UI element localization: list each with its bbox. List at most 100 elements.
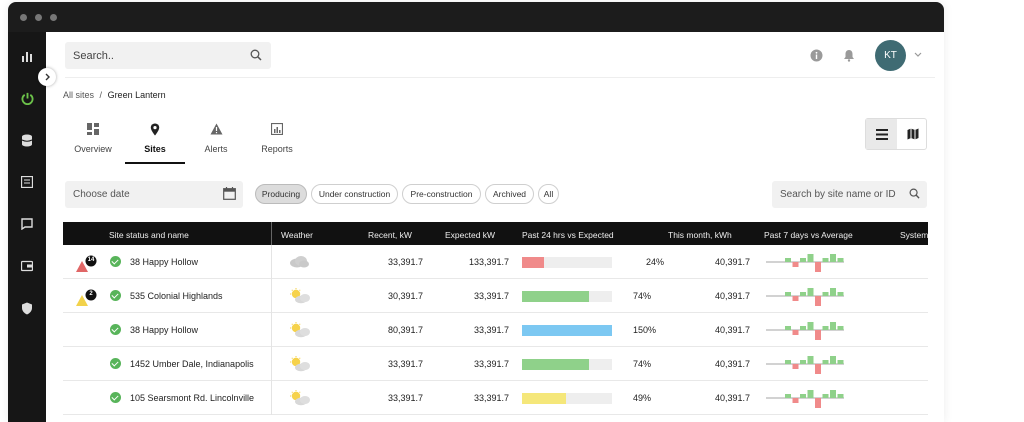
alert-warning-icon[interactable]: 2: [75, 289, 99, 309]
view-toggle: [865, 118, 927, 150]
list-view-button[interactable]: [866, 119, 897, 149]
map-icon: [907, 128, 918, 140]
partly-sunny-weather-icon: [288, 322, 312, 338]
search-icon[interactable]: [909, 188, 920, 202]
filter-chip-producing[interactable]: Producing: [255, 184, 307, 204]
sparkline-down-mark: [815, 364, 821, 374]
tab-reports[interactable]: Reports: [247, 122, 307, 154]
breadcrumb-current: Green Lantern: [107, 90, 166, 100]
partly-sunny-weather-icon: [288, 356, 312, 372]
performance-bar-fill: [522, 393, 566, 404]
sparkline-up-mark: [785, 292, 791, 296]
filter-chip-under-construction[interactable]: Under construction: [311, 184, 398, 204]
breadcrumb-root-link[interactable]: All sites: [63, 90, 95, 100]
chip-label: All: [543, 189, 554, 199]
window-minimize-dot[interactable]: [35, 14, 42, 21]
sparkline-down-mark: [815, 296, 821, 306]
sidebar-database-icon[interactable]: [19, 132, 35, 148]
sidebar-expand-button[interactable]: [38, 68, 56, 86]
date-picker-input[interactable]: Choose date: [65, 181, 243, 208]
site-name-link[interactable]: 38 Happy Hollow: [130, 325, 199, 335]
filter-chip-pre-construction[interactable]: Pre-construction: [402, 184, 481, 204]
sparkline-up-mark: [837, 360, 844, 364]
sparkline-up-mark: [807, 390, 814, 398]
site-name-link[interactable]: 105 Searsmont Rd. Lincolnville: [130, 393, 255, 403]
column-divider: [271, 279, 272, 313]
table-row[interactable]: 14 38 Happy Hollow 33,391.7 133,391.7 24% 40,…: [63, 245, 928, 279]
search-placeholder: Search..: [73, 49, 114, 62]
performance-bar-fill: [522, 359, 589, 370]
site-name-link[interactable]: 38 Happy Hollow: [130, 257, 199, 267]
chip-label: Producing: [261, 189, 301, 199]
column-divider: [271, 313, 272, 347]
table-row[interactable]: 1452 Umber Dale, Indianapolis 33,391.7 33,…: [63, 347, 928, 381]
site-name-link[interactable]: 1452 Umber Dale, Indianapolis: [130, 359, 254, 369]
sparkline-up-mark: [785, 394, 791, 398]
sidebar-shield-icon[interactable]: [19, 300, 35, 316]
sparkline-up-mark: [800, 326, 806, 330]
table-row[interactable]: 2 535 Colonial Highlands 30,391.7 33,391.7 7…: [63, 279, 928, 313]
column-header-site[interactable]: Site status and name: [109, 230, 189, 240]
user-avatar[interactable]: KT: [875, 40, 906, 71]
column-header-expected[interactable]: Expected kW: [445, 230, 496, 240]
sidebar-wallet-icon[interactable]: [19, 258, 35, 274]
performance-percent: 24%: [646, 257, 665, 267]
sidebar-stats-icon[interactable]: [19, 48, 35, 64]
search-icon[interactable]: [250, 49, 262, 64]
performance-bar: [522, 325, 612, 336]
breadcrumb-separator: /: [99, 90, 103, 100]
chip-label: Archived: [492, 189, 527, 199]
global-search-input[interactable]: Search..: [65, 42, 271, 69]
browser-window: Search.. KT All sites / Green Lantern Ov…: [8, 2, 944, 422]
column-divider: [271, 347, 272, 381]
column-divider: [271, 245, 272, 279]
column-header-system[interactable]: System: [900, 230, 929, 240]
sidebar-message-icon[interactable]: [19, 216, 35, 232]
performance-percent: 49%: [633, 393, 652, 403]
table-row[interactable]: 38 Happy Hollow 80,391.7 33,391.7 150% 40,39…: [63, 313, 928, 347]
cloudy-weather-icon: [288, 254, 312, 270]
map-view-button[interactable]: [897, 119, 928, 149]
sidebar-power-icon[interactable]: [19, 90, 35, 106]
active-tab-indicator: [125, 162, 185, 164]
tab-sites[interactable]: Sites: [125, 123, 185, 154]
performance-bar-fill: [522, 257, 544, 268]
column-header-past-24h[interactable]: Past 24 hrs vs Expected: [522, 230, 614, 240]
sparkline-up-mark: [807, 322, 814, 330]
calendar-icon[interactable]: [223, 187, 236, 203]
sparkline-up-mark: [807, 356, 814, 364]
column-divider: [271, 381, 272, 415]
column-header-this-month[interactable]: This month, kWh: [668, 230, 732, 240]
column-header-recent[interactable]: Recent, kW: [368, 230, 412, 240]
performance-percent: 150%: [633, 325, 657, 335]
alert-warning-icon[interactable]: 14: [75, 255, 99, 275]
window-maximize-dot[interactable]: [50, 14, 57, 21]
table-row[interactable]: 105 Searsmont Rd. Lincolnville 33,391.7 33…: [63, 381, 928, 415]
warning-icon: [186, 123, 246, 139]
column-header-past-7-days[interactable]: Past 7 days vs Average: [764, 230, 853, 240]
sparkline-up-mark: [822, 394, 829, 398]
filter-chip-all[interactable]: All: [538, 184, 559, 204]
tab-alerts[interactable]: Alerts: [186, 123, 246, 154]
info-icon[interactable]: [809, 48, 823, 62]
user-menu-chevron-icon[interactable]: [914, 50, 922, 60]
site-search-input[interactable]: Search by site name or ID: [772, 181, 927, 208]
site-name-link[interactable]: 535 Colonial Highlands: [130, 291, 223, 301]
performance-percent: 74%: [633, 359, 652, 369]
sparkline-up-mark: [800, 394, 806, 398]
sparkline-up-mark: [822, 258, 829, 262]
chevron-right-icon: [45, 73, 50, 81]
month-kwh-value: 40,391.7: [714, 257, 750, 267]
tab-overview[interactable]: Overview: [63, 123, 123, 154]
sparkline-up-mark: [830, 322, 836, 330]
notification-bell-icon[interactable]: [842, 48, 856, 62]
alert-count-badge: 2: [89, 291, 93, 297]
column-header-weather[interactable]: Weather: [281, 230, 313, 240]
sparkline-down-mark: [792, 296, 799, 301]
filter-chip-archived[interactable]: Archived: [485, 184, 534, 204]
tab-label: Sites: [144, 144, 166, 154]
sidebar-checklist-icon[interactable]: [19, 174, 35, 190]
past-7-days-sparkline: [766, 322, 844, 340]
sparkline-down-mark: [792, 262, 799, 267]
window-close-dot[interactable]: [20, 14, 27, 21]
